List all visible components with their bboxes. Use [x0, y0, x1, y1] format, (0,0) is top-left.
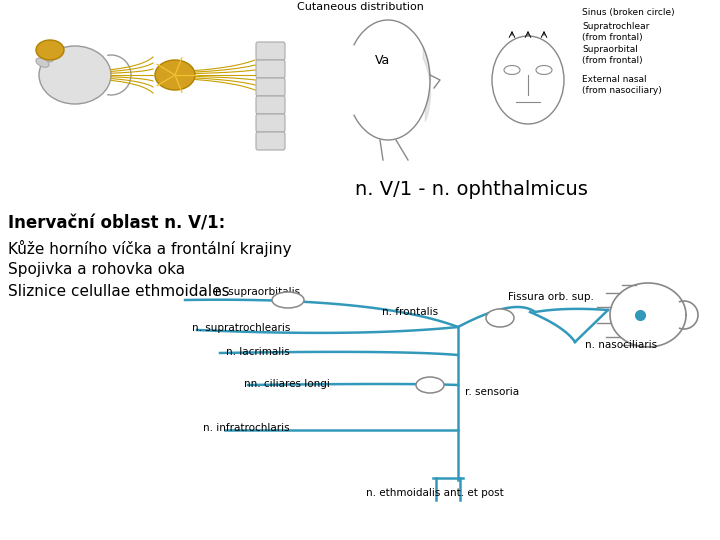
Text: n. supratrochlearis: n. supratrochlearis	[192, 323, 290, 333]
Text: n. infratrochlaris: n. infratrochlaris	[203, 423, 290, 433]
Text: Sliznice celullae ethmoidales: Sliznice celullae ethmoidales	[8, 284, 230, 299]
Text: Va: Va	[375, 53, 391, 66]
Text: Fissura orb. sup.: Fissura orb. sup.	[508, 292, 594, 302]
Text: Supratrochlear: Supratrochlear	[582, 22, 649, 31]
Ellipse shape	[272, 292, 304, 308]
Text: n. V/1 - n. ophthalmicus: n. V/1 - n. ophthalmicus	[355, 180, 588, 199]
Text: n. ethmoidalis ant. et post: n. ethmoidalis ant. et post	[366, 488, 504, 498]
Ellipse shape	[49, 45, 59, 58]
Text: n. supraorbitalis: n. supraorbitalis	[215, 287, 300, 297]
FancyBboxPatch shape	[256, 114, 285, 132]
Text: Inervační oblast n. V/1:: Inervační oblast n. V/1:	[8, 215, 225, 233]
Text: (from nasociliary): (from nasociliary)	[582, 86, 662, 95]
Text: Cutaneous distribution: Cutaneous distribution	[297, 2, 423, 12]
Text: nn. ciliares longi: nn. ciliares longi	[244, 379, 330, 389]
Text: Spojivka a rohovka oka: Spojivka a rohovka oka	[8, 262, 185, 277]
Ellipse shape	[36, 58, 49, 68]
Text: r. sensoria: r. sensoria	[465, 387, 519, 397]
Text: Sinus (broken circle): Sinus (broken circle)	[582, 8, 675, 17]
FancyBboxPatch shape	[256, 78, 285, 96]
Ellipse shape	[39, 46, 111, 104]
FancyBboxPatch shape	[256, 60, 285, 78]
Ellipse shape	[36, 40, 64, 60]
Ellipse shape	[41, 51, 53, 62]
Text: External nasal: External nasal	[582, 75, 647, 84]
Text: n. frontalis: n. frontalis	[382, 307, 438, 317]
Ellipse shape	[155, 60, 195, 90]
FancyBboxPatch shape	[256, 132, 285, 150]
Ellipse shape	[486, 309, 514, 327]
Text: n. nasociliaris: n. nasociliaris	[585, 340, 657, 350]
Text: Kůže horního víčka a frontální krajiny: Kůže horního víčka a frontální krajiny	[8, 240, 292, 257]
Text: (from frontal): (from frontal)	[582, 33, 643, 42]
FancyBboxPatch shape	[256, 96, 285, 114]
Text: (from frontal): (from frontal)	[582, 56, 643, 65]
FancyBboxPatch shape	[256, 42, 285, 60]
Text: n. lacrimalis: n. lacrimalis	[226, 347, 290, 357]
Ellipse shape	[416, 377, 444, 393]
Text: Supraorbital: Supraorbital	[582, 45, 638, 54]
